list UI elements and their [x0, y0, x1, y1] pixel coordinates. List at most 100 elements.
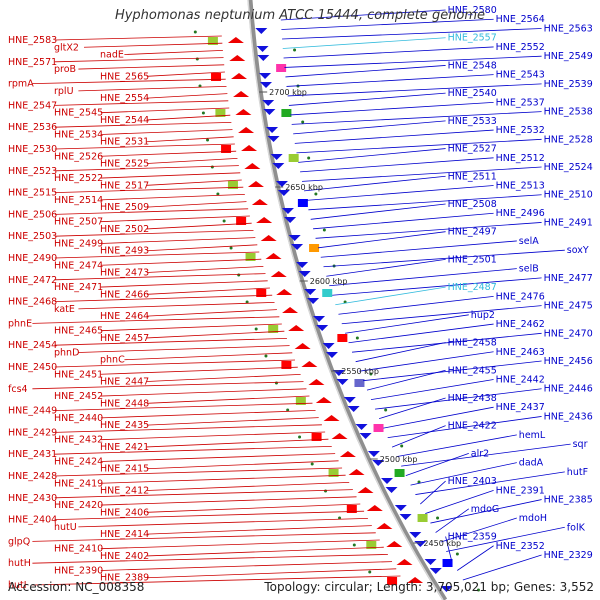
feature-box: [256, 289, 267, 297]
feature-dot: [229, 246, 233, 250]
gene-label-left: glpQ: [8, 536, 30, 547]
leader-line-right: [282, 37, 446, 49]
leader-line-right: [348, 323, 494, 344]
leader-line-right: [366, 369, 446, 391]
right-leader-lines: [280, 9, 571, 581]
kbp-tick-label: 2550 kbp: [341, 367, 379, 376]
gene-label-right: HNE_2477: [544, 273, 593, 284]
leader-line-left: [32, 78, 226, 84]
gene-label-right: HNE_2391: [496, 485, 545, 496]
leader-line-left: [124, 50, 223, 55]
gene-label-left: fcs4: [8, 384, 28, 395]
feature-dot: [314, 192, 318, 196]
gene-label-left: HNE_2509: [100, 202, 149, 213]
leader-line-left: [83, 42, 223, 48]
gene-label-right: hutF: [567, 467, 588, 478]
reverse-gene-marker: [288, 235, 301, 241]
feature-box: [211, 73, 222, 81]
gene-label-right: HNE_2528: [544, 134, 593, 145]
leader-line-right: [391, 425, 446, 448]
feature-dot: [264, 354, 268, 358]
gene-label-right: HNE_2497: [448, 227, 497, 238]
gene-label-left: HNE_2536: [8, 122, 57, 133]
gene-label-right: selA: [519, 236, 539, 247]
gene-label-right: HNE_2463: [496, 347, 545, 358]
gene-label-left: gltX2: [54, 42, 79, 53]
gene-label-right: HNE_2512: [496, 153, 545, 164]
feature-dot: [293, 48, 297, 52]
reverse-gene-marker: [372, 460, 385, 466]
leader-line-right: [326, 259, 446, 277]
forward-gene-marker: [339, 451, 356, 457]
forward-gene-marker: [229, 55, 246, 61]
leader-line-left: [146, 482, 350, 491]
reverse-gene-marker: [298, 271, 311, 277]
leader-line-left: [146, 330, 285, 339]
gene-label-left: phnE: [8, 318, 32, 329]
forward-gene-marker: [256, 217, 273, 223]
gene-label-left: HNE_2466: [100, 289, 149, 300]
gene-label-right: HNE_2359: [448, 532, 497, 543]
gene-label-left: hutU: [54, 522, 77, 533]
gene-label-right: HNE_2501: [448, 254, 497, 265]
reverse-gene-marker: [394, 505, 407, 511]
gene-label-left: phnC: [100, 355, 125, 366]
leader-line-left: [54, 402, 313, 411]
gene-label-left: HNE_2474: [54, 260, 103, 271]
reverse-gene-marker: [296, 262, 309, 268]
gene-label-right: hemL: [519, 430, 546, 441]
gene-label-left: HNE_2554: [100, 93, 149, 104]
leader-line-left: [54, 359, 296, 368]
gene-label-left: HNE_2499: [54, 238, 103, 249]
gene-label-right: selB: [519, 264, 539, 275]
reverse-gene-marker: [429, 568, 442, 574]
leader-line-left: [78, 518, 368, 528]
gene-label-right: HNE_2537: [496, 97, 545, 108]
gene-label-right: HNE_2552: [496, 42, 545, 53]
gene-label-left: HNE_2522: [54, 173, 103, 184]
leader-line-right: [288, 92, 446, 106]
feature-box: [245, 253, 256, 261]
gene-label-right: HNE_2437: [496, 402, 545, 413]
leader-line-right: [291, 111, 542, 125]
kbp-tick-label: 2700 kbp: [269, 88, 307, 97]
leader-line-left: [54, 489, 353, 499]
feature-dot: [298, 435, 302, 439]
reverse-gene-marker: [409, 532, 422, 538]
leader-line-right: [355, 342, 446, 363]
gene-label-right: HNE_2580: [448, 5, 497, 16]
gene-label-right: HNE_2446: [544, 384, 593, 395]
gene-label-right: HNE_2548: [448, 60, 497, 71]
reverse-gene-marker: [284, 217, 297, 223]
gene-label-right: HNE_2538: [544, 107, 593, 118]
gene-label-left: hutH: [8, 558, 31, 569]
gene-label-left: HNE_2515: [8, 188, 57, 199]
reverse-gene-marker: [325, 352, 338, 358]
feature-dot: [436, 516, 440, 520]
reverse-gene-marker: [256, 46, 269, 52]
leader-line-left: [146, 568, 397, 579]
gene-label-left: HNE_2583: [8, 35, 57, 46]
gene-label-left: HNE_2421: [100, 442, 149, 453]
gene-label-left: HNE_2424: [54, 456, 103, 467]
gene-label-left: HNE_2565: [100, 71, 149, 82]
leader-line-right: [345, 314, 469, 334]
gene-label-right: HNE_2329: [544, 550, 593, 561]
gene-label-left: HNE_2473: [100, 268, 149, 279]
forward-gene-marker: [276, 289, 293, 295]
feature-dot: [369, 372, 373, 376]
gene-label-right: HNE_2511: [448, 171, 497, 182]
gene-label-left: HNE_2526: [54, 151, 103, 162]
feature-box: [281, 361, 292, 369]
leader-line-right: [293, 120, 446, 135]
forward-gene-marker: [227, 37, 244, 43]
feature-box: [417, 514, 428, 522]
leader-line-left: [146, 201, 247, 208]
leader-line-left: [146, 460, 339, 470]
leader-line-right: [320, 240, 517, 258]
feature-box: [221, 145, 232, 153]
gene-label-right: HNE_2549: [544, 51, 593, 62]
feature-box: [373, 424, 384, 432]
reverse-gene-marker: [291, 244, 304, 250]
